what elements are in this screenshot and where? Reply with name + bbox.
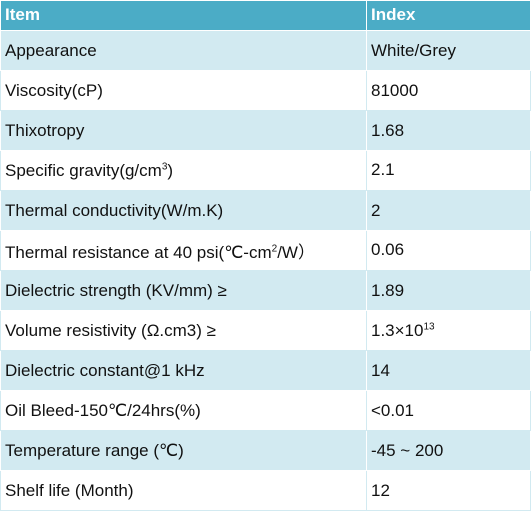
row-item: Oil Bleed-150℃/24hrs(%): [0, 390, 367, 431]
table-row: Specific gravity(g/cm3) 2.1: [0, 150, 531, 191]
row-item: Temperature range (℃): [0, 430, 367, 471]
row-item: Dielectric constant@1 kHz: [0, 350, 367, 391]
superscript: 13: [423, 320, 435, 332]
table-row: Appearance White/Grey: [0, 30, 531, 71]
row-item: Shelf life (Month): [0, 470, 367, 511]
row-index: 12: [366, 470, 531, 511]
row-item: Viscosity(cP): [0, 70, 367, 111]
table-row: Temperature range (℃) -45 ~ 200: [0, 430, 531, 471]
row-index: White/Grey: [366, 30, 531, 71]
row-index-text: 1.3×10: [371, 320, 424, 340]
table-row: Dielectric constant@1 kHz 14: [0, 350, 531, 391]
row-index: 0.06: [366, 230, 531, 271]
table-row: Dielectric strength (KV/mm) ≥ 1.89: [0, 270, 531, 311]
row-item-text: /W）: [277, 243, 315, 262]
row-item: Dielectric strength (KV/mm) ≥: [0, 270, 367, 311]
row-index: 81000: [366, 70, 531, 111]
superscript: 3: [161, 160, 168, 172]
row-index: -45 ~ 200: [366, 430, 531, 471]
table-row: Viscosity(cP) 81000: [0, 70, 531, 111]
table-row: Shelf life (Month) 12: [0, 470, 531, 511]
row-item: Thixotropy: [0, 110, 367, 151]
table-row: Thermal resistance at 40 psi(℃-cm2/W） 0.…: [0, 230, 531, 271]
row-item: Thermal resistance at 40 psi(℃-cm2/W）: [0, 230, 367, 271]
table-row: Thermal conductivity(W/m.K) 2: [0, 190, 531, 231]
row-index: <0.01: [366, 390, 531, 431]
row-item-text: Specific gravity(g/cm: [5, 160, 162, 180]
table-row: Volume resistivity (Ω.cm3) ≥ 1.3×1013: [0, 310, 531, 351]
header-index: Index: [366, 0, 531, 31]
row-item: Volume resistivity (Ω.cm3) ≥: [0, 310, 367, 351]
row-item-text: Thermal resistance at 40 psi(℃-cm: [5, 243, 272, 262]
row-index: 14: [366, 350, 531, 391]
row-index: 1.3×1013: [366, 310, 531, 351]
table-row: Oil Bleed-150℃/24hrs(%) <0.01: [0, 390, 531, 431]
table-header-row: Item Index: [0, 0, 531, 31]
row-index: 2.1: [366, 150, 531, 191]
row-index: 2: [366, 190, 531, 231]
row-item: Thermal conductivity(W/m.K): [0, 190, 367, 231]
row-index: 1.89: [366, 270, 531, 311]
row-item: Specific gravity(g/cm3): [0, 150, 367, 191]
row-item: Appearance: [0, 30, 367, 71]
table-row: Thixotropy 1.68: [0, 110, 531, 151]
row-index: 1.68: [366, 110, 531, 151]
row-item-text: ): [167, 160, 174, 180]
superscript: 2: [271, 243, 278, 255]
header-item: Item: [0, 0, 367, 31]
